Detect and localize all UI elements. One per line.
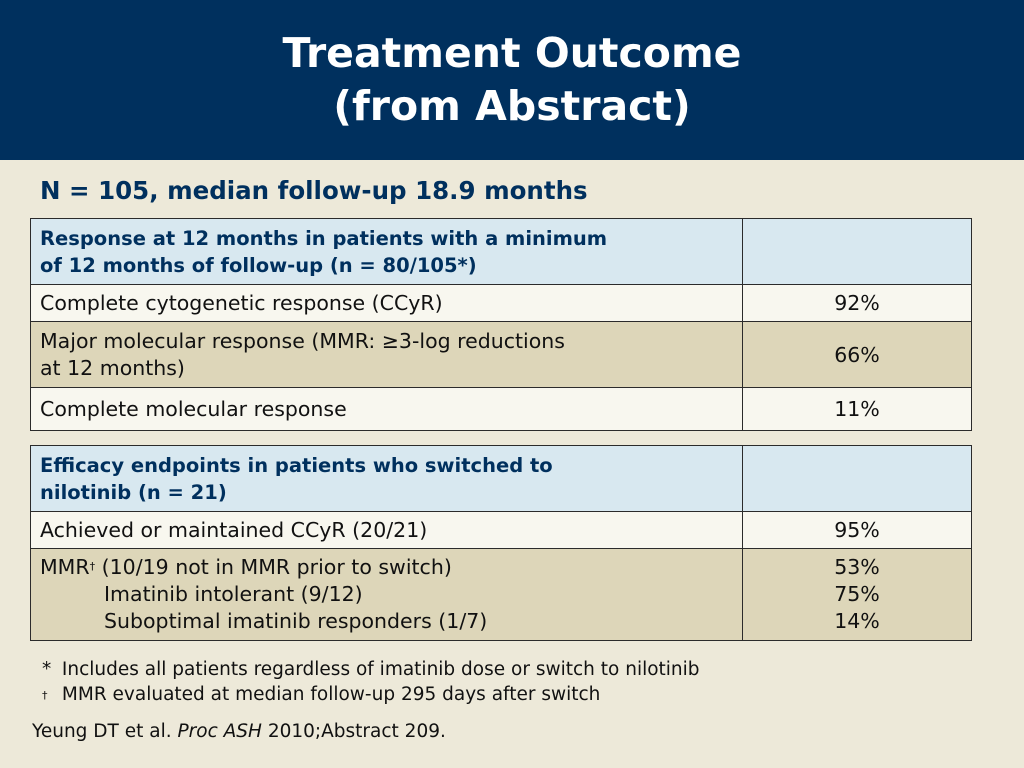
footnote-text: Includes all patients regardless of imat…: [61, 659, 700, 680]
sub-row-suboptimal-responders: Suboptimal imatinib responders (1/7): [104, 609, 488, 633]
row-value: 11%: [742, 387, 972, 431]
table-row: Major molecular response (MMR: ≥3-log re…: [30, 321, 972, 388]
row-label: Major molecular response (MMR: ≥3-log re…: [30, 321, 743, 388]
slide-title-line1: Treatment Outcome: [282, 29, 742, 77]
slide-subtitle: N = 105, median follow-up 18.9 months: [40, 176, 588, 205]
row-label-line1: Major molecular response (MMR: ≥3-log re…: [40, 328, 565, 353]
table-header-cell: Response at 12 months in patients with a…: [30, 218, 743, 285]
citation-journal: Proc ASH: [177, 721, 262, 742]
table-header-line2: nilotinib (n = 21): [40, 480, 227, 504]
footnote-mark: *: [42, 659, 52, 680]
table-header-line1: Response at 12 months in patients with a…: [40, 226, 608, 250]
row-value: 92%: [742, 284, 972, 322]
citation-details: 2010;Abstract 209.: [261, 721, 446, 742]
footnote-asterisk: * Includes all patients regardless of im…: [42, 657, 700, 683]
row-value-2: 75%: [834, 582, 880, 606]
row-label: MMR† (10/19 not in MMR prior to switch) …: [30, 548, 743, 641]
mmr-label-prefix: MMR: [40, 555, 90, 579]
sub-row-imatinib-intolerant: Imatinib intolerant (9/12): [104, 582, 363, 606]
slide-title-line2: (from Abstract): [333, 82, 691, 130]
table-header-value-cell: [742, 445, 972, 512]
row-label: Complete cytogenetic response (CCyR): [30, 284, 743, 322]
footnote-text: MMR evaluated at median follow-up 295 da…: [61, 684, 601, 705]
table-row: Complete cytogenetic response (CCyR) 92%: [30, 284, 972, 322]
mmr-label-rest: (10/19 not in MMR prior to switch): [95, 555, 452, 579]
table-row: Achieved or maintained CCyR (20/21) 95%: [30, 511, 972, 549]
row-label-line2: at 12 months): [40, 355, 185, 380]
footnote-dagger: † MMR evaluated at median follow-up 295 …: [42, 682, 600, 708]
citation-authors: Yeung DT et al.: [32, 721, 178, 742]
row-value-3: 14%: [834, 609, 880, 633]
table-row: Complete molecular response 11%: [30, 387, 972, 431]
row-value: 66%: [742, 321, 972, 388]
footnote-mark: †: [42, 689, 48, 702]
row-value: 53% 75% 14%: [742, 548, 972, 641]
table-header-line2: of 12 months of follow-up (n = 80/105*): [40, 253, 477, 277]
table-header-value-cell: [742, 218, 972, 285]
table-header-row: Response at 12 months in patients with a…: [30, 218, 972, 285]
row-label: Achieved or maintained CCyR (20/21): [30, 511, 743, 549]
row-value-1: 53%: [834, 555, 880, 579]
switch-to-nilotinib-table: Efficacy endpoints in patients who switc…: [30, 445, 972, 641]
citation: Yeung DT et al. Proc ASH 2010;Abstract 2…: [32, 719, 446, 745]
row-label: Complete molecular response: [30, 387, 743, 431]
table-header-row: Efficacy endpoints in patients who switc…: [30, 445, 972, 512]
row-value: 95%: [742, 511, 972, 549]
response-12-months-table: Response at 12 months in patients with a…: [30, 218, 972, 431]
table-header-cell: Efficacy endpoints in patients who switc…: [30, 445, 743, 512]
table-header-line1: Efficacy endpoints in patients who switc…: [40, 453, 553, 477]
table-row: MMR† (10/19 not in MMR prior to switch) …: [30, 548, 972, 641]
slide-header: Treatment Outcome (from Abstract): [0, 0, 1024, 160]
dagger-mark: †: [89, 560, 96, 573]
